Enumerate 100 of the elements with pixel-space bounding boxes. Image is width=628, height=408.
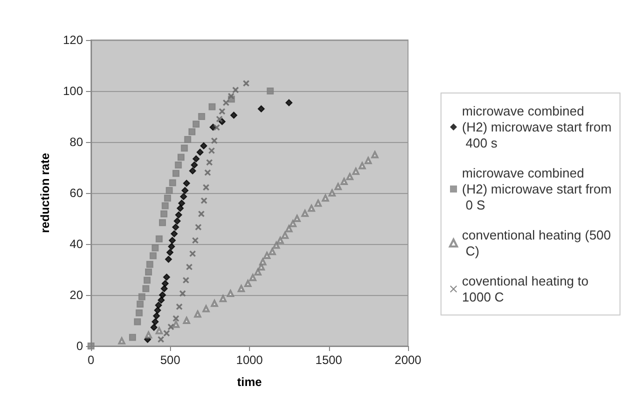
y-axis-title: reduction rate	[38, 152, 52, 234]
point	[216, 116, 222, 122]
point	[180, 290, 186, 296]
point	[220, 295, 227, 302]
point	[118, 337, 126, 344]
point	[202, 305, 210, 312]
point	[238, 285, 245, 292]
point	[160, 210, 168, 218]
y-tick-label: 0	[76, 339, 84, 353]
point	[160, 285, 168, 292]
point	[301, 210, 308, 217]
point	[285, 99, 292, 106]
point	[182, 277, 189, 284]
y-tick-label: 40	[70, 237, 84, 251]
legend-label: coventional heating to 1000 C	[462, 274, 592, 304]
point	[166, 248, 174, 256]
point	[158, 219, 166, 226]
point	[208, 103, 216, 110]
x-tick-label: 0	[88, 353, 95, 367]
point	[192, 155, 200, 162]
point	[169, 179, 176, 186]
y-tick-label: 80	[70, 135, 84, 149]
point	[186, 264, 192, 270]
point	[263, 252, 270, 259]
point	[230, 112, 238, 119]
point	[155, 302, 162, 309]
point	[178, 200, 186, 207]
point	[156, 235, 163, 242]
point	[164, 194, 172, 202]
point	[176, 304, 182, 310]
y-tick-label: 100	[62, 84, 84, 98]
point	[266, 88, 274, 94]
point	[175, 211, 182, 218]
legend-label: microwave combined (H2) microwave start from 400 s	[462, 104, 612, 150]
point	[188, 128, 196, 136]
point	[190, 161, 198, 168]
point	[172, 224, 180, 231]
point	[249, 274, 256, 282]
point	[194, 310, 202, 318]
point	[289, 220, 296, 228]
y-tick-label: 120	[62, 33, 84, 47]
x-axis-title: time	[237, 375, 262, 389]
point	[200, 142, 208, 150]
point	[276, 236, 284, 244]
point	[258, 263, 265, 270]
point	[172, 170, 180, 177]
point	[156, 327, 163, 334]
point	[308, 204, 315, 212]
point	[192, 237, 198, 244]
point	[168, 243, 176, 250]
point	[210, 300, 218, 307]
point	[181, 186, 188, 194]
point	[352, 168, 360, 175]
point	[258, 105, 265, 112]
point	[180, 193, 188, 200]
x-tick-label: 1500	[315, 353, 342, 367]
point	[162, 280, 169, 288]
point	[358, 162, 366, 170]
point	[158, 292, 166, 298]
point	[364, 157, 372, 164]
point	[134, 318, 141, 326]
point	[198, 113, 206, 120]
point	[243, 80, 250, 86]
point	[152, 312, 160, 320]
point	[158, 296, 165, 304]
point	[150, 252, 157, 260]
point	[192, 120, 200, 128]
point	[136, 309, 143, 316]
point	[174, 161, 182, 168]
point	[129, 334, 136, 341]
point	[272, 242, 280, 249]
point	[203, 184, 210, 190]
point	[166, 186, 173, 194]
point	[150, 324, 158, 331]
point	[268, 248, 276, 256]
point	[226, 290, 234, 297]
point	[142, 285, 150, 292]
point	[206, 159, 212, 166]
point	[204, 170, 211, 176]
point	[170, 230, 178, 238]
point	[154, 306, 162, 314]
point	[174, 218, 181, 225]
point	[168, 236, 176, 244]
point	[180, 144, 188, 152]
point	[314, 200, 322, 207]
point	[163, 274, 170, 281]
point	[214, 124, 220, 130]
point	[232, 86, 239, 93]
point	[189, 167, 196, 174]
point	[162, 202, 169, 210]
point	[346, 173, 354, 180]
point	[282, 232, 289, 239]
point	[254, 268, 262, 276]
point	[152, 244, 159, 252]
point	[146, 260, 154, 268]
point	[334, 183, 342, 190]
point	[228, 93, 234, 100]
x-tick-label: 2000	[394, 353, 422, 367]
point	[211, 138, 218, 144]
x-tick-label: 500	[160, 353, 181, 367]
